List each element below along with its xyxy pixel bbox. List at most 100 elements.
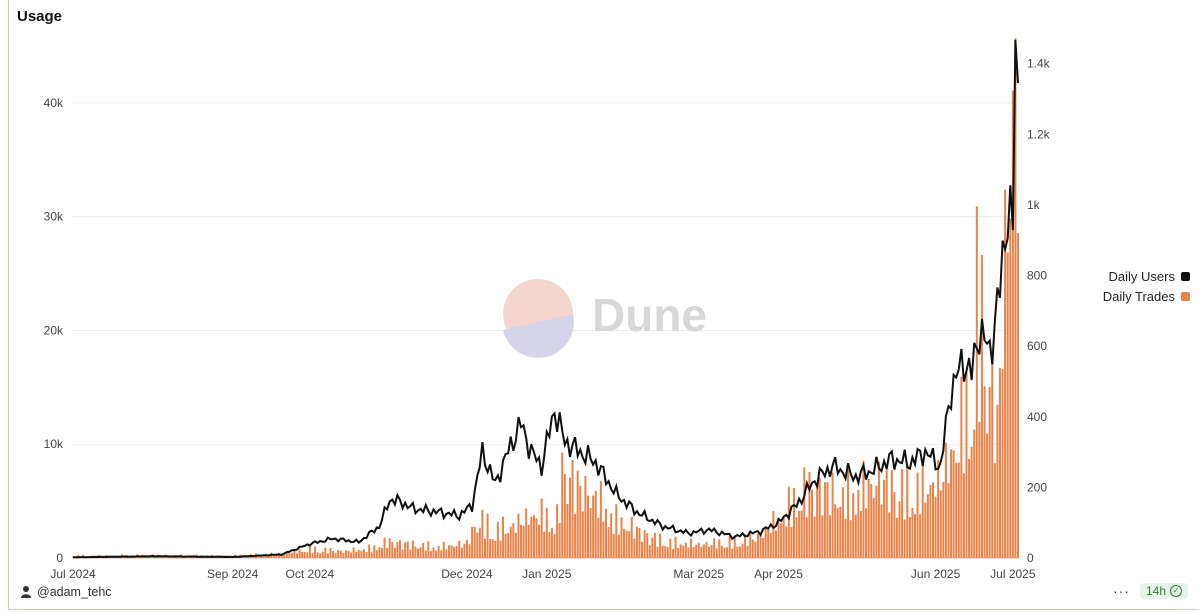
trade-bar bbox=[713, 538, 716, 558]
trade-bar bbox=[800, 510, 803, 558]
trade-bar bbox=[71, 556, 75, 558]
trade-bar bbox=[599, 481, 602, 558]
trade-bar bbox=[744, 534, 747, 558]
trade-bar bbox=[705, 542, 708, 558]
more-options-icon[interactable]: ··· bbox=[1112, 583, 1130, 599]
trade-bar bbox=[360, 550, 363, 558]
trade-bar bbox=[844, 518, 847, 558]
trade-bar bbox=[380, 548, 383, 558]
trade-bar bbox=[417, 548, 420, 558]
trade-bar bbox=[870, 484, 873, 558]
trade-bar bbox=[628, 531, 631, 558]
trade-bar bbox=[939, 490, 942, 558]
trade-bar bbox=[563, 473, 566, 558]
trade-bar bbox=[568, 477, 571, 558]
refresh-time: 14h bbox=[1145, 584, 1166, 598]
trade-bar bbox=[277, 553, 280, 558]
trade-bar bbox=[370, 552, 373, 558]
trade-bar bbox=[586, 495, 589, 558]
trade-bar bbox=[991, 360, 994, 558]
legend-label: Daily Trades bbox=[1102, 288, 1175, 304]
trade-bar bbox=[610, 513, 613, 558]
trade-bar bbox=[919, 514, 922, 558]
trade-bar bbox=[453, 546, 456, 558]
trade-bar bbox=[527, 524, 530, 558]
trade-bar bbox=[862, 460, 865, 558]
trade-bar bbox=[368, 544, 371, 558]
y-right-tick-label: 1k bbox=[1027, 198, 1041, 212]
trade-bar bbox=[401, 549, 404, 558]
trade-bar bbox=[602, 521, 605, 558]
trade-bar bbox=[671, 549, 674, 558]
trade-bar bbox=[329, 547, 332, 558]
trade-bar bbox=[993, 463, 996, 558]
trade-bar bbox=[460, 547, 463, 558]
trade-bar bbox=[399, 540, 402, 558]
daily-trades-bars bbox=[71, 38, 1020, 559]
trade-bar bbox=[458, 540, 461, 558]
y-right-tick-label: 600 bbox=[1027, 339, 1047, 353]
trade-bar bbox=[697, 542, 700, 558]
trade-bar bbox=[684, 542, 687, 558]
trade-bar bbox=[589, 508, 592, 558]
trade-bar bbox=[960, 376, 963, 558]
trade-bar bbox=[839, 506, 842, 558]
trade-bar bbox=[952, 450, 955, 558]
trade-bar bbox=[777, 517, 780, 558]
trade-bar bbox=[790, 526, 793, 558]
trade-bar bbox=[746, 545, 749, 558]
y-left-tick-label: 10k bbox=[44, 437, 64, 451]
trade-bar bbox=[347, 550, 350, 558]
trade-bar bbox=[465, 539, 468, 558]
trade-bar bbox=[767, 529, 770, 558]
trade-bar bbox=[957, 462, 960, 558]
trade-bar bbox=[427, 541, 430, 558]
trade-bar bbox=[695, 544, 698, 558]
refresh-badge[interactable]: 14h ✓ bbox=[1139, 583, 1188, 599]
trade-bar bbox=[298, 549, 301, 558]
dune-watermark: Dune bbox=[503, 279, 707, 358]
trade-bar bbox=[903, 519, 906, 558]
trade-bar bbox=[520, 524, 523, 558]
trade-bar bbox=[666, 547, 669, 558]
trade-bar bbox=[944, 442, 947, 558]
trade-bar bbox=[908, 516, 911, 558]
y-axis-right: 0 200 400 600 800 1k 1.2k 1.4k bbox=[1027, 57, 1051, 565]
legend-daily-users[interactable]: Daily Users bbox=[1103, 266, 1190, 286]
y-left-tick-label: 40k bbox=[44, 96, 64, 110]
trade-bar bbox=[252, 556, 255, 558]
trade-bar bbox=[906, 464, 909, 558]
trade-bar bbox=[965, 370, 968, 558]
trade-bar bbox=[653, 532, 656, 558]
trade-bar bbox=[455, 546, 458, 558]
trade-bar bbox=[512, 523, 515, 558]
trade-bar bbox=[432, 547, 435, 558]
trade-bar bbox=[718, 539, 721, 558]
x-axis: Jul 2024 Sep 2024 Oct 2024 Dec 2024 Jan 2025… bbox=[50, 567, 1036, 581]
legend-swatch-orange bbox=[1181, 291, 1190, 301]
trade-bar bbox=[344, 550, 347, 558]
trade-bar bbox=[283, 553, 286, 558]
trade-bar bbox=[772, 511, 775, 558]
trade-bar bbox=[594, 490, 597, 558]
trade-bar bbox=[486, 513, 489, 558]
legend-daily-trades[interactable]: Daily Trades bbox=[1103, 286, 1190, 306]
trade-bar bbox=[689, 538, 692, 558]
trade-bar bbox=[937, 459, 940, 558]
trade-bar bbox=[916, 472, 919, 558]
trade-bar bbox=[785, 526, 788, 558]
trade-bar bbox=[393, 547, 396, 558]
trade-bar bbox=[290, 552, 293, 558]
footer-author[interactable]: @adam_tehc bbox=[20, 583, 112, 601]
trade-bar bbox=[262, 555, 265, 558]
trade-bar bbox=[901, 469, 904, 558]
trade-bar bbox=[895, 517, 898, 558]
trade-bar bbox=[947, 483, 950, 558]
trade-bar bbox=[463, 543, 466, 558]
trade-bar bbox=[818, 477, 821, 558]
trade-bar bbox=[1014, 38, 1017, 558]
trade-bar bbox=[692, 546, 695, 558]
y-left-tick-label: 30k bbox=[44, 210, 64, 224]
trade-bar bbox=[911, 507, 914, 558]
trade-bar bbox=[561, 452, 564, 558]
